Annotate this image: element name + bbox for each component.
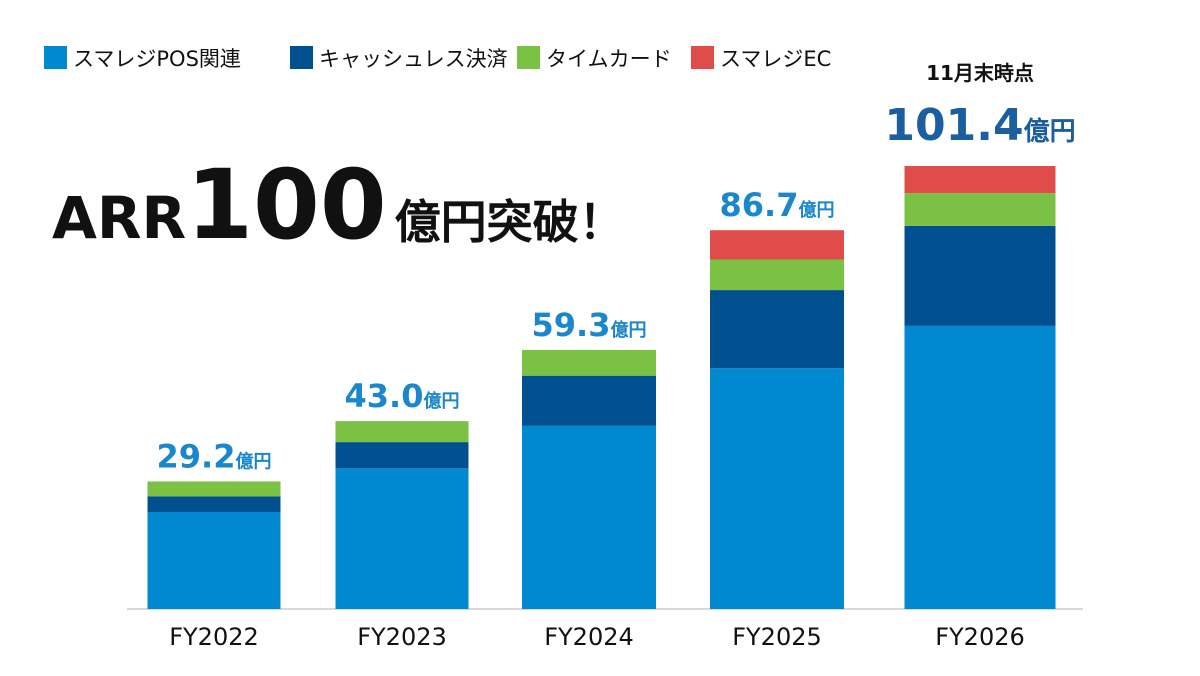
- bar-segment: [335, 468, 469, 609]
- total-value: 101.4: [884, 100, 1023, 151]
- bar-segment: [522, 375, 656, 426]
- bar-segment: [710, 290, 844, 369]
- total-label: 29.2億円: [157, 437, 272, 475]
- x-tick-label: FY2023: [357, 623, 447, 651]
- total-value: 59.3: [532, 306, 611, 344]
- bar-segment: [335, 442, 469, 469]
- bar-segment: [904, 225, 1056, 326]
- legend-label: スマレジEC: [720, 47, 831, 71]
- total-unit: 億円: [1024, 117, 1076, 147]
- legend-label: スマレジPOS関連: [73, 47, 241, 71]
- legend-swatch: [290, 46, 313, 69]
- legend-swatch: [517, 46, 540, 69]
- x-tick-label: FY2026: [935, 623, 1025, 651]
- bar-segment: [335, 421, 469, 443]
- x-tick-label: FY2024: [544, 623, 634, 651]
- title-part: 億円突破！: [395, 195, 625, 249]
- total-value: 43.0: [345, 377, 424, 415]
- x-tick-label: FY2025: [732, 623, 822, 651]
- bar-segment: [147, 512, 281, 609]
- bar-segment: [710, 368, 844, 609]
- bar-segment: [710, 230, 844, 260]
- total-value: 86.7: [720, 186, 799, 224]
- legend-label: タイムカード: [546, 47, 672, 71]
- total-label: 86.7億円: [720, 186, 835, 224]
- bar-segment: [904, 193, 1056, 226]
- bar-segment: [147, 481, 281, 497]
- total-label: 59.3億円: [532, 306, 647, 344]
- bar-segment: [522, 349, 656, 376]
- bar-segment: [904, 166, 1056, 194]
- bar-segment: [522, 425, 656, 609]
- total-unit: 億円: [798, 199, 834, 221]
- total-value: 29.2: [157, 437, 236, 475]
- x-tick-label: FY2022: [169, 623, 259, 651]
- chart-title: ARR100 億円突破！: [52, 149, 625, 261]
- legend-swatch: [44, 46, 67, 69]
- total-unit: 億円: [235, 450, 271, 472]
- title-part: ARR: [52, 184, 186, 252]
- total-label: 43.0億円: [345, 377, 460, 415]
- annotation: 11月末時点: [926, 61, 1034, 85]
- legend-label: キャッシュレス決済: [319, 47, 508, 71]
- bar-segment: [710, 259, 844, 291]
- legend-swatch: [691, 46, 714, 69]
- title-part: 100: [186, 149, 386, 261]
- total-unit: 億円: [610, 319, 646, 341]
- total-label: 101.4億円: [884, 100, 1075, 151]
- bar-segment: [904, 325, 1056, 609]
- total-unit: 億円: [423, 390, 459, 412]
- bar-segment: [147, 496, 281, 513]
